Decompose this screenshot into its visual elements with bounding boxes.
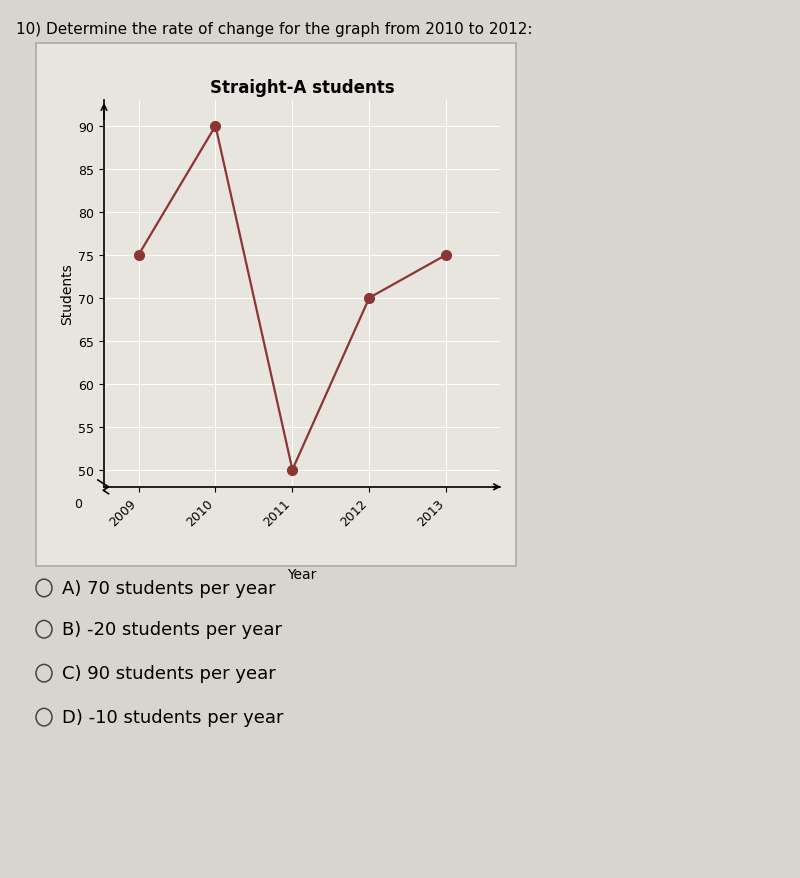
Text: A) 70 students per year: A) 70 students per year — [62, 579, 275, 597]
Text: C) 90 students per year: C) 90 students per year — [62, 665, 275, 682]
X-axis label: Year: Year — [287, 567, 317, 581]
Text: D) -10 students per year: D) -10 students per year — [62, 709, 283, 726]
Title: Straight-A students: Straight-A students — [210, 79, 394, 97]
Text: B) -20 students per year: B) -20 students per year — [62, 621, 282, 638]
Text: 10) Determine the rate of change for the graph from 2010 to 2012:: 10) Determine the rate of change for the… — [16, 22, 533, 37]
Y-axis label: Students: Students — [60, 263, 74, 325]
Text: 0: 0 — [74, 497, 82, 510]
